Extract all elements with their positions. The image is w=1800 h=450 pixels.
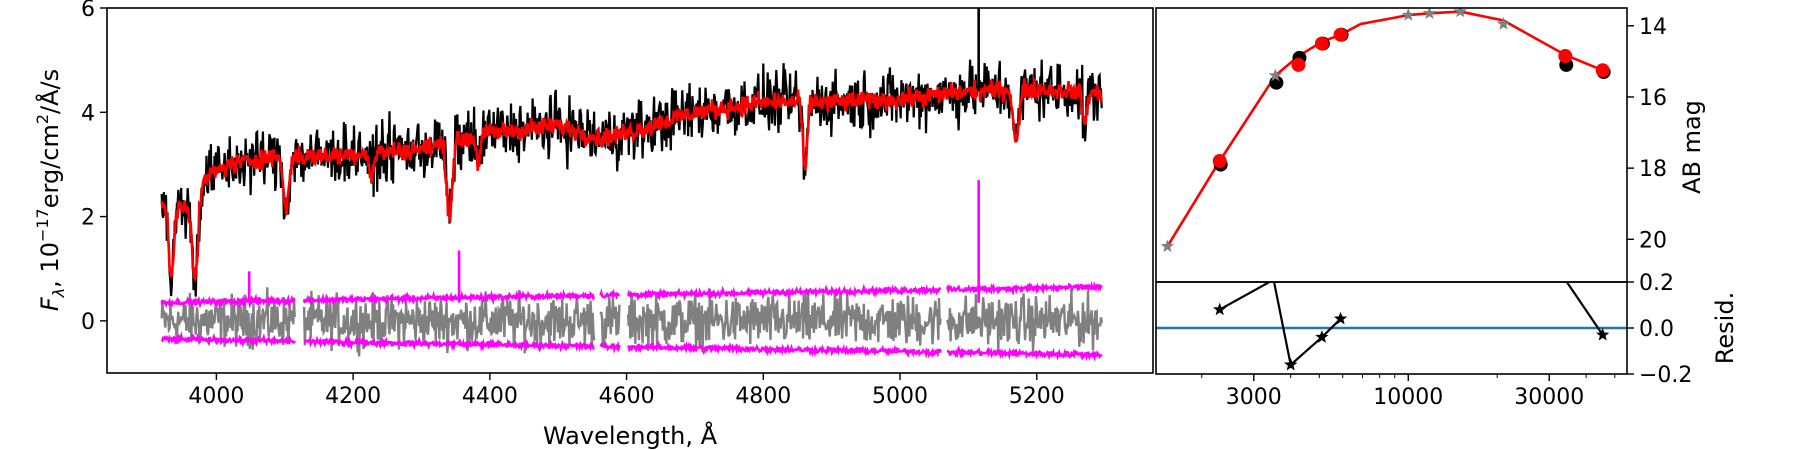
sed-model-point <box>1291 57 1306 72</box>
sed-model-point <box>1595 63 1610 78</box>
spectrum-plot-area <box>160 8 1103 362</box>
sed-model-point <box>1212 154 1227 169</box>
sed-y-tick-label: 14 <box>1639 15 1667 40</box>
residual-panel: 3000 10000 30000 −0.2 0.0 0.2 Resid. <box>1155 271 1739 410</box>
spectrum-x-tick-label: 5000 <box>872 384 928 409</box>
error-lower-line <box>160 331 1103 362</box>
sed-panel: 14 16 18 20 AB mag <box>1155 7 1706 283</box>
residual-star-point <box>1596 327 1610 341</box>
sed-star-point <box>1401 8 1415 21</box>
residual-y-ticks: −0.2 0.0 0.2 <box>1627 271 1692 388</box>
sed-y-tick-label: 16 <box>1639 86 1667 111</box>
spectrum-y-label: Fλ, 10−17erg/cm2/Å/s <box>33 69 68 311</box>
residual-tail-line <box>1565 282 1604 336</box>
sed-star-point <box>1453 8 1467 18</box>
spectrum-x-tick-label: 5200 <box>1009 384 1065 409</box>
spectrum-x-tick-label: 4000 <box>188 384 244 409</box>
spectrum-x-tick-label: 4400 <box>462 384 518 409</box>
sed-y-tick-label: 20 <box>1639 228 1667 253</box>
sed-y-ticks: 14 16 18 20 <box>1627 15 1667 253</box>
residual-y-tick-label: 0.0 <box>1639 317 1674 342</box>
residual-line <box>1219 282 1342 367</box>
model-spectrum-line <box>160 77 1103 283</box>
spectrum-y-tick-label: 6 <box>81 0 95 22</box>
spectrum-x-ticks: 4000 4200 4400 4600 4800 5000 5200 <box>188 373 1065 409</box>
sed-star-point <box>1496 17 1511 30</box>
spectrum-x-tick-label: 4800 <box>735 384 791 409</box>
sed-star-point <box>1268 68 1282 82</box>
residual-x-tick-label: 30000 <box>1514 385 1584 410</box>
spectrum-y-tick-label: 2 <box>81 206 95 231</box>
residual-x-ticks: 3000 10000 30000 <box>1201 374 1616 410</box>
spectrum-x-label: Wavelength, Å <box>543 421 718 450</box>
error-upper-line <box>160 280 1103 310</box>
residual-star-point <box>1315 330 1329 343</box>
spectrum-y-tick-label: 0 <box>81 310 95 335</box>
sed-star-point <box>1422 8 1437 19</box>
sed-model-point <box>1558 49 1573 64</box>
residual-x-tick-label: 3000 <box>1226 385 1282 410</box>
residual-star-point <box>1284 357 1298 371</box>
residual-y-tick-label: 0.2 <box>1639 271 1674 296</box>
sed-star-point <box>1160 239 1175 253</box>
spectrum-panel: 4000 4200 4400 4600 4800 5000 5200 0 2 4 6 Wavele… <box>33 0 1154 450</box>
residual-plot-area <box>1156 282 1627 371</box>
sed-model-point <box>1333 27 1348 42</box>
sed-plot-area <box>1160 8 1611 253</box>
residual-star-point <box>1333 311 1348 325</box>
sed-model-point <box>1314 36 1329 51</box>
spectrum-x-tick-label: 4600 <box>599 384 655 409</box>
residual-spectrum-line <box>160 287 1103 357</box>
spectrum-y-ticks: 0 2 4 6 <box>81 0 107 335</box>
spectrum-frame <box>106 7 1154 374</box>
sed-model-line <box>1166 10 1604 248</box>
residual-star-point <box>1213 302 1227 316</box>
sed-y-tick-label: 18 <box>1639 157 1667 182</box>
residual-y-label: Resid. <box>1711 292 1739 364</box>
sed-y-label: AB mag <box>1678 100 1706 194</box>
spectrum-y-tick-label: 4 <box>81 101 95 126</box>
residual-y-tick-label: −0.2 <box>1639 363 1692 388</box>
residual-x-tick-label: 10000 <box>1373 385 1443 410</box>
spectrum-x-tick-label: 4200 <box>325 384 381 409</box>
